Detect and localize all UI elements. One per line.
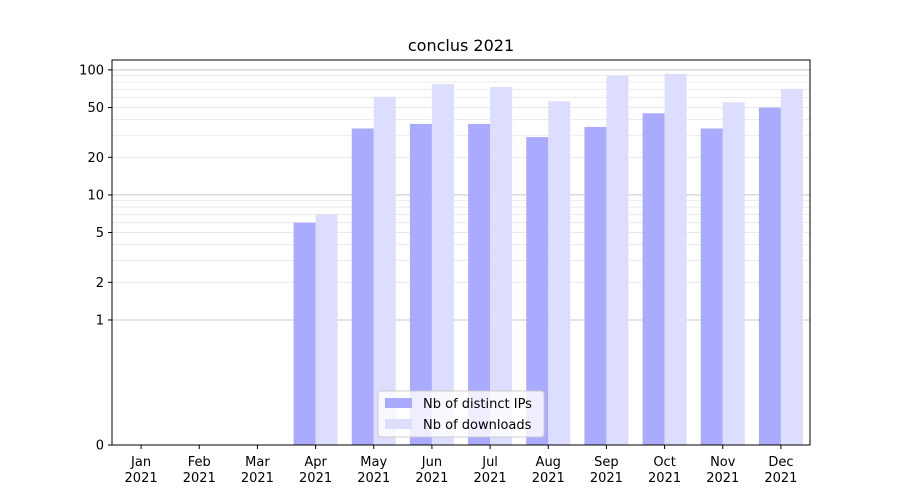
x-tick-label: May 2021 bbox=[357, 455, 390, 486]
legend-swatch-downloads bbox=[385, 419, 412, 429]
bar-distinct-ips bbox=[351, 128, 374, 445]
bar-downloads bbox=[490, 86, 513, 445]
bar-downloads bbox=[780, 89, 803, 445]
chart-title: conclus 2021 bbox=[408, 36, 514, 55]
x-tick-label: Apr 2021 bbox=[299, 455, 332, 486]
bar-downloads bbox=[431, 84, 454, 446]
bar-distinct-ips bbox=[584, 126, 607, 446]
y-tick-label: 50 bbox=[87, 101, 104, 116]
y-tick-label: 0 bbox=[96, 439, 104, 454]
x-tick-label: Dec 2021 bbox=[764, 455, 797, 486]
legend: Nb of distinct IPs Nb of downloads bbox=[377, 390, 545, 438]
y-tick-label: 10 bbox=[87, 188, 104, 203]
x-tick-label: Mar 2021 bbox=[241, 455, 274, 486]
bar-downloads bbox=[548, 101, 571, 445]
grid bbox=[112, 69, 810, 321]
x-tick-label: Jun 2021 bbox=[415, 455, 448, 486]
plot-frame bbox=[111, 59, 811, 446]
x-tick-label: Aug 2021 bbox=[532, 455, 565, 486]
y-axis: 0 1 2 5 10 20 50 100 bbox=[79, 63, 112, 454]
legend-swatch-distinct-ips bbox=[385, 398, 412, 408]
bar-downloads bbox=[722, 102, 745, 445]
bar-downloads bbox=[315, 214, 338, 445]
y-tick-label: 2 bbox=[96, 276, 104, 291]
legend-label-distinct-ips: Nb of distinct IPs bbox=[423, 397, 532, 412]
bar-distinct-ips bbox=[526, 137, 549, 445]
bar-distinct-ips bbox=[700, 128, 723, 445]
legend-label-downloads: Nb of downloads bbox=[423, 418, 532, 433]
bar-downloads bbox=[373, 96, 396, 445]
bar-distinct-ips bbox=[642, 113, 665, 445]
bars bbox=[293, 73, 803, 446]
y-tick-label: 5 bbox=[96, 226, 104, 241]
legend-box bbox=[377, 390, 545, 438]
y-tick-label: 100 bbox=[79, 63, 104, 78]
y-tick-label: 20 bbox=[87, 151, 104, 166]
bar-distinct-ips bbox=[293, 222, 316, 445]
x-tick-label: Feb 2021 bbox=[183, 455, 216, 486]
x-tick-label: Nov 2021 bbox=[706, 455, 739, 486]
bar-distinct-ips bbox=[758, 107, 781, 446]
x-tick-label: Oct 2021 bbox=[648, 455, 681, 486]
bar-distinct-ips bbox=[468, 123, 491, 445]
x-tick-label: Jan 2021 bbox=[125, 455, 158, 486]
x-axis: Jan 2021 Feb 2021 Mar 2021 Apr 2021 May 2021 Jun 20… bbox=[125, 445, 797, 486]
x-tick-label: Jul 2021 bbox=[474, 455, 507, 486]
bar-distinct-ips bbox=[409, 123, 432, 445]
bar-downloads bbox=[664, 73, 687, 445]
x-tick-label: Sep 2021 bbox=[590, 455, 623, 486]
y-tick-label: 1 bbox=[96, 313, 104, 328]
bar-downloads bbox=[606, 75, 629, 446]
